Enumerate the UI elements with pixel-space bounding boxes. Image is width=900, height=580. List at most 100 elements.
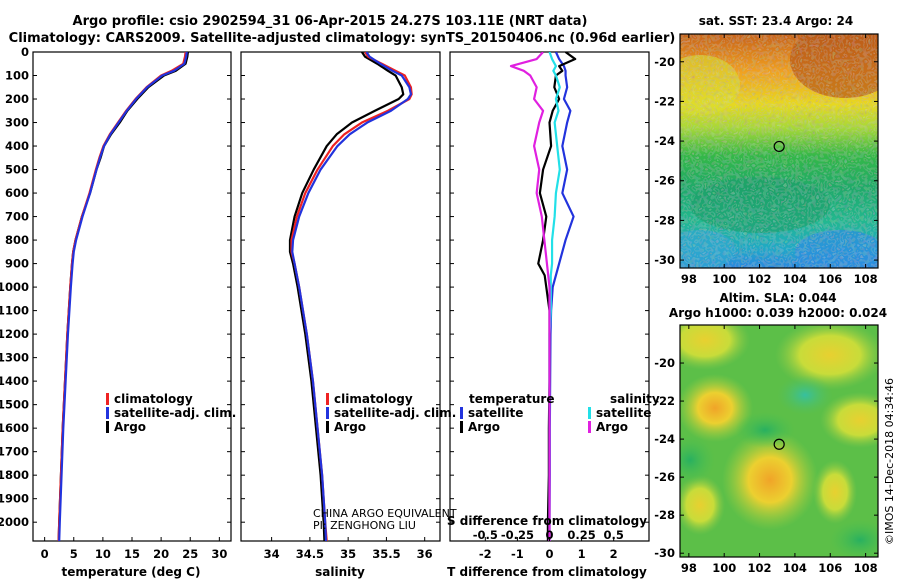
sla-map-title: Altim. SLA: 0.044 [719,291,836,305]
lon-tick-label: 98 [681,561,697,575]
x-tick-label: 2 [610,547,618,561]
salinity-x-ticks: 34 34.5 35 35.5 36 [264,537,433,561]
legend-header-temperature: temperature [469,392,554,406]
legend-label-t-argo: Argo [468,420,500,434]
depth-tick-label: 800 [5,233,29,247]
t-difference-ticks: -2 -1 0 1 2 [479,537,618,561]
x-tick-label: 10 [95,547,111,561]
x-tick-label: 1 [578,547,586,561]
depth-ticks-temperature: 0 100 200 300 400 500 600 700 800 900 1000 1100 1200… [0,45,231,529]
depth-ticks-salinity [241,51,440,523]
lon-tick-label: 100 [712,561,736,575]
sla-blob [830,520,878,557]
lon-tick-label: 106 [818,561,842,575]
lon-tick-label: 104 [783,272,807,286]
temperature-axis-label: temperature (deg C) [62,565,201,579]
depth-tick-label: 1300 [0,351,29,365]
sst-field [680,34,878,268]
legend-swatch-s-satellite [588,407,591,419]
s-tick-label: -0.25 [501,528,534,542]
t-difference-axis-label: T difference from climatology [447,565,647,579]
lon-tick-label: 100 [712,272,736,286]
lat-tick-label: -20 [654,356,675,370]
s-difference-ticks: -0.5 -0.25 0 0.25 0.5 [473,528,624,542]
depth-tick-label: 1800 [0,468,29,482]
series-line-argo [57,52,189,541]
sst-map: sat. SST: 23.4 Argo: 24 -20-22-24-26-28-… [654,14,879,286]
lat-tick-label: -24 [654,134,675,148]
x-tick-label: 36 [417,547,433,561]
x-tick-label: 34 [264,547,280,561]
legend-label-climatology: climatology [114,392,193,406]
depth-tick-label: 600 [5,186,29,200]
sla-lat-ticks: -20 -22 -24 -26 -28 -30 [654,356,878,560]
sst-map-title: sat. SST: 23.4 Argo: 24 [699,14,853,28]
salinity-profile-lines [288,52,413,541]
legend-label-s-satellite: satellite [596,406,651,420]
sla-blob [813,460,857,524]
series-line-climatology [57,52,187,541]
s-tick-label: 0.25 [567,528,595,542]
lon-tick-label: 102 [748,561,772,575]
series-line-argo [288,52,405,541]
figure-title-line2: Climatology: CARS2009. Satellite-adjuste… [9,31,676,46]
depth-tick-label: 200 [5,92,29,106]
argo-location-marker [773,438,785,450]
argo-location-marker [773,140,785,153]
depth-tick-label: 300 [5,116,29,130]
legend-label-satellite-adj: satellite-adj. clim. [334,406,456,420]
x-tick-label: 35 [340,547,356,561]
legend-label-t-satellite: satellite [468,406,523,420]
legend-swatch-climatology [326,393,329,405]
sla-blob [775,325,878,390]
salinity-panel: 34 34.5 35 35.5 36 climatology satellite-adj… [240,51,457,579]
lon-tick-label: 106 [818,272,842,286]
lat-tick-label: -30 [654,253,675,267]
depth-tick-label: 1500 [0,398,29,412]
depth-tick-label: 1900 [0,492,29,506]
series-line-satellite-adj-clim- [291,52,413,541]
lat-tick-label: -30 [654,546,675,560]
temperature-legend: climatology satellite-adj. clim. Argo [106,392,236,434]
s-difference-axis-label: S difference from climatology [447,514,647,528]
legend-swatch-argo [106,421,109,433]
temperature-panel: 0100200300400500600700800900100011001200… [0,45,236,579]
lat-tick-label: -24 [654,432,675,446]
lon-tick-label: 108 [854,272,878,286]
salinity-legend: climatology satellite-adj. clim. Argo [326,392,456,434]
lat-tick-label: -26 [654,174,675,188]
sla-blob [777,375,833,415]
credit-label: CHINA ARGO EQUIVALENT [313,507,457,520]
timestamp-label: ©IMOS 14-Dec-2018 04:34:46 [883,378,896,545]
legend-swatch-climatology [106,393,109,405]
sla-blob [735,412,795,448]
legend-label-climatology: climatology [334,392,413,406]
depth-tick-label: 1600 [0,421,29,435]
x-tick-label: 15 [124,547,140,561]
legend-swatch-s-argo [588,421,591,433]
difference-legend: temperature salinity satellite Argo sate… [460,392,660,434]
series-line-t-argo [537,52,577,541]
depth-tick-label: 2000 [0,515,29,529]
series-line-s-argo [509,52,551,541]
legend-header-salinity: salinity [610,392,660,406]
sla-map: Altim. SLA: 0.044 Argo h1000: 0.039 h200… [654,291,887,575]
salinity-axis-label: salinity [315,565,365,579]
sla-field [680,325,878,557]
lat-tick-label: -28 [654,213,675,227]
legend-label-satellite-adj: satellite-adj. clim. [114,406,236,420]
legend-label-s-argo: Argo [596,420,628,434]
lon-tick-label: 98 [681,272,697,286]
x-tick-label: -1 [511,547,524,561]
sst-map-frame [679,33,879,269]
lon-tick-label: 102 [748,272,772,286]
lon-tick-label: 104 [783,561,807,575]
depth-tick-label: 500 [5,163,29,177]
x-tick-label: 5 [70,547,78,561]
depth-tick-label: 1000 [0,280,29,294]
difference-profile-lines [509,52,577,541]
figure-title-line1: Argo profile: csio 2902594_31 06-Apr-201… [73,14,588,29]
legend-label-argo: Argo [334,420,366,434]
depth-tick-label: 700 [5,210,29,224]
s-tick-label: 0.5 [604,528,624,542]
